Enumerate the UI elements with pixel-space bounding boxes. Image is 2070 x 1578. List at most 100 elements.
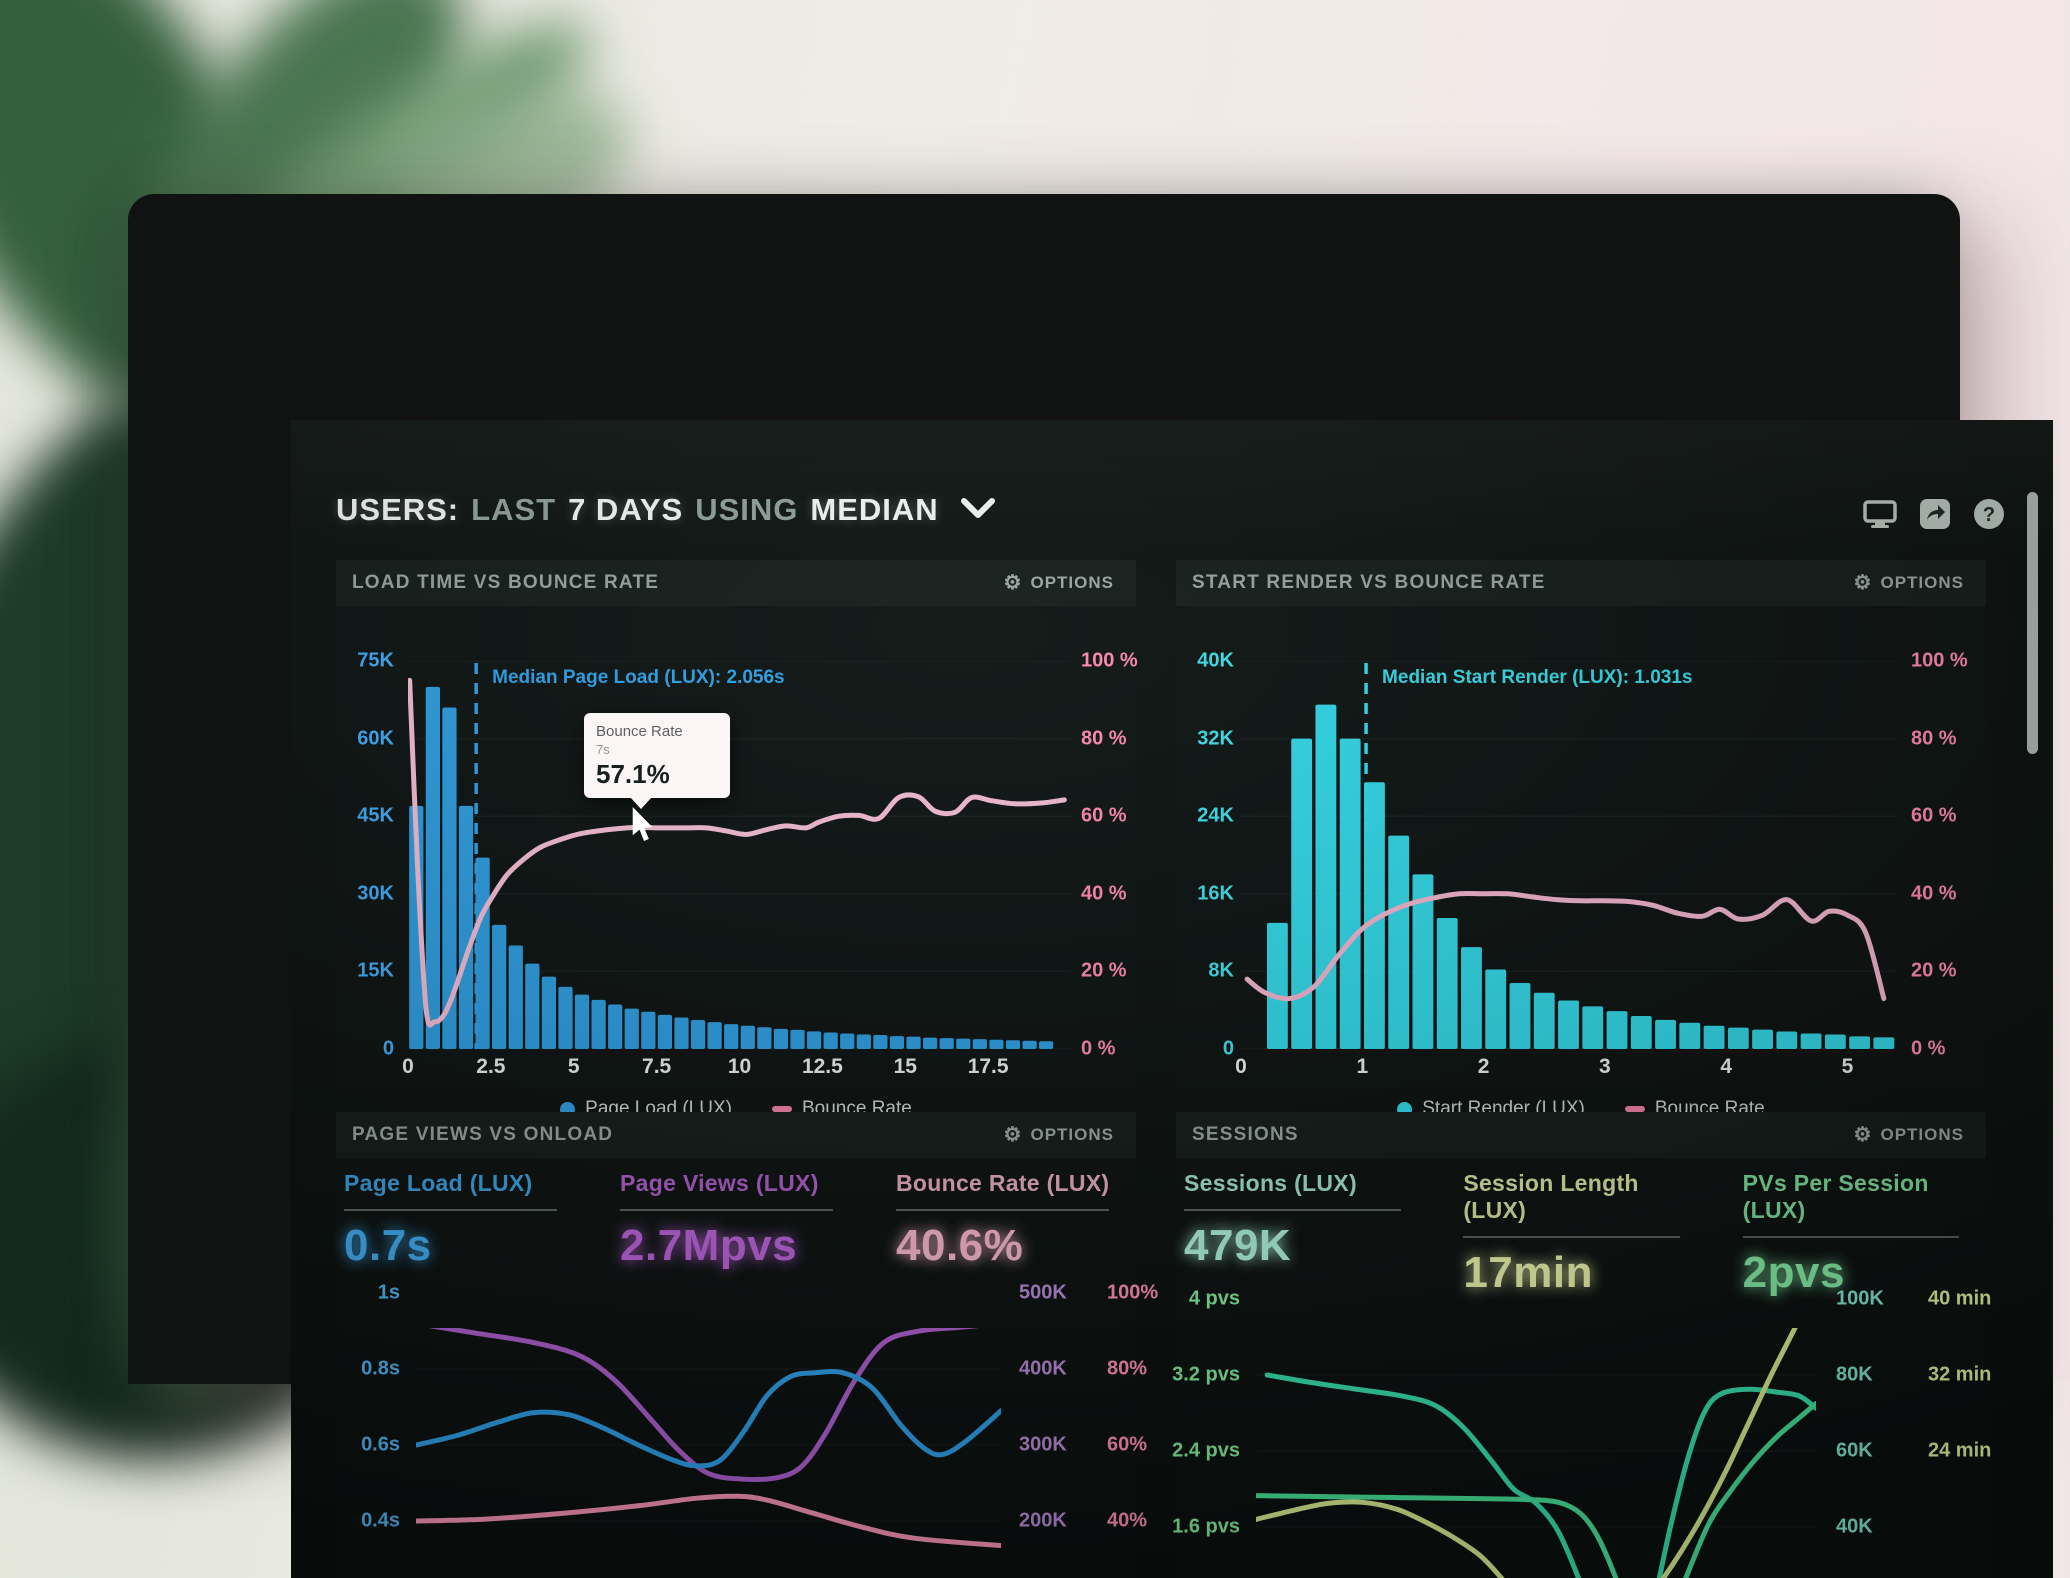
header-segment: LAST bbox=[471, 492, 557, 527]
median-annotation: Median Page Load (LUX): 2.056s bbox=[492, 667, 785, 688]
display-icon[interactable] bbox=[1863, 499, 1897, 532]
options-button[interactable]: ⚙ OPTIONS bbox=[1848, 572, 1970, 594]
y-tick-label: 0 bbox=[382, 1037, 394, 1060]
header-segment: USERS: bbox=[336, 492, 460, 527]
metric-card: Session Length (LUX) 17min bbox=[1463, 1170, 1698, 1298]
y-tick-label: 40 % bbox=[1081, 882, 1127, 905]
x-tick-label: 2 bbox=[1477, 1055, 1490, 1078]
laptop-bezel: USERS: LAST 7 DAYS USING MEDIAN ? LOAD TIME … bbox=[128, 194, 2053, 1578]
y-tick-label: 40% bbox=[1107, 1509, 1148, 1532]
y-tick-label: 80 % bbox=[1081, 727, 1127, 750]
y-tick-label: 3.2 pvs bbox=[1172, 1363, 1240, 1386]
x-axis: 0 1 2 3 4 5 bbox=[1235, 1055, 1896, 1085]
chart-plot[interactable]: Median Start Render (LUX): 1.031s bbox=[1241, 661, 1896, 1049]
metric-card: PVs Per Session (LUX) 2pvs bbox=[1742, 1170, 1978, 1298]
sessions-chart: 4 pvs 3.2 pvs 2.4 pvs 1.6 pvs 100K 80K 60K 40K… bbox=[1172, 1158, 1991, 1578]
chart-plot[interactable] bbox=[416, 1328, 1001, 1578]
y-tick-label: 60 % bbox=[1081, 804, 1127, 827]
users-range-dropdown[interactable]: USERS: LAST 7 DAYS USING MEDIAN bbox=[336, 492, 995, 528]
metric-card: Bounce Rate (LUX) 40.6% bbox=[896, 1170, 1128, 1271]
svg-text:?: ? bbox=[1983, 504, 1995, 526]
metric-cards: Page Load (LUX) 0.7s Page Views (LUX) 2.7Mp… bbox=[344, 1170, 1128, 1271]
x-tick-label: 3 bbox=[1599, 1055, 1611, 1078]
options-button[interactable]: ⚙ OPTIONS bbox=[1848, 1124, 1970, 1146]
x-axis: 0 2.5 5 7.5 10 12.5 15 17.5 bbox=[402, 1055, 1071, 1085]
metric-label: Session Length (LUX) bbox=[1463, 1170, 1639, 1223]
scrollbar[interactable] bbox=[2027, 492, 2038, 754]
options-label: OPTIONS bbox=[1030, 573, 1114, 592]
x-tick-label: 0 bbox=[1235, 1055, 1247, 1078]
y-axis-right: 100K 80K 60K 40K 40 min 32 min 24 min bbox=[1836, 1288, 2026, 1578]
y-tick-label: 2.4 pvs bbox=[1172, 1439, 1240, 1462]
y-tick-label: 60K bbox=[357, 727, 394, 750]
y-tick-label: 100 % bbox=[1911, 649, 1968, 672]
y-tick-label: 60K bbox=[1836, 1439, 1873, 1462]
x-tick-label: 15 bbox=[893, 1055, 917, 1078]
x-tick-label: 5 bbox=[567, 1055, 580, 1078]
cursor-pointer bbox=[632, 807, 653, 841]
start-render-chart: 40K 32K 24K 16K 8K 0 Median Start Render (LUX… bbox=[1176, 606, 1986, 1120]
y-axis-right: 100 % 80 % 60 % 40 % 20 % 0 % bbox=[1911, 650, 2041, 1060]
options-button[interactable]: ⚙ OPTIONS bbox=[998, 1124, 1120, 1146]
options-button[interactable]: ⚙ OPTIONS bbox=[998, 572, 1120, 594]
median-annotation: Median Start Render (LUX): 1.031s bbox=[1382, 667, 1693, 688]
panel-title: PAGE VIEWS VS ONLOAD bbox=[352, 1124, 614, 1145]
y-tick-label: 1s bbox=[377, 1281, 400, 1304]
chart-plot[interactable]: Bounce Rate 7s 57.1% Median Page Load (L… bbox=[408, 661, 1071, 1049]
y-tick-label: 300K bbox=[1019, 1433, 1067, 1456]
y-tick-label: 0 bbox=[1222, 1037, 1234, 1060]
panel-page-views-vs-onload: PAGE VIEWS VS ONLOAD ⚙ OPTIONS Page Load… bbox=[336, 1112, 1158, 1578]
y-tick-label: 30K bbox=[357, 882, 394, 905]
y-tick-label: 40 min bbox=[1928, 1287, 1992, 1310]
panel-header: SESSIONS ⚙ OPTIONS bbox=[1176, 1112, 1986, 1158]
panel-load-time-vs-bounce-rate: LOAD TIME VS BOUNCE RATE ⚙ OPTIONS 75K 60… bbox=[336, 560, 1138, 1119]
y-tick-label: 0 % bbox=[1911, 1037, 1946, 1060]
y-tick-label: 75K bbox=[357, 649, 394, 672]
y-tick-label: 60 % bbox=[1911, 804, 1957, 827]
help-icon[interactable]: ? bbox=[1973, 498, 2005, 533]
panel-header: LOAD TIME VS BOUNCE RATE ⚙ OPTIONS bbox=[336, 560, 1136, 606]
y-tick-label: 80K bbox=[1836, 1363, 1873, 1386]
gear-icon: ⚙ bbox=[1853, 1124, 1873, 1146]
dashboard-screen: USERS: LAST 7 DAYS USING MEDIAN ? LOAD TIME … bbox=[291, 420, 2053, 1578]
tooltip-x-value: 7s bbox=[596, 742, 610, 757]
y-axis-left: 4 pvs 3.2 pvs 2.4 pvs 1.6 pvs bbox=[1172, 1288, 1240, 1578]
x-tick-label: 12.5 bbox=[801, 1055, 843, 1078]
dashboard-header: USERS: LAST 7 DAYS USING MEDIAN bbox=[336, 482, 995, 538]
metric-value: 2pvs bbox=[1742, 1248, 1845, 1297]
y-axis-left: 1s 0.8s 0.6s 0.4s bbox=[336, 1282, 400, 1578]
panel-sessions: SESSIONS ⚙ OPTIONS Sessions (LUX) 479K Ses… bbox=[1172, 1112, 1991, 1578]
y-tick-label: 15K bbox=[357, 959, 394, 982]
share-icon[interactable] bbox=[1919, 498, 1951, 533]
y-tick-label: 40K bbox=[1197, 649, 1234, 672]
chart-plot[interactable] bbox=[1256, 1328, 1816, 1578]
x-tick-label: 5 bbox=[1841, 1055, 1854, 1078]
panel-header: START RENDER VS BOUNCE RATE ⚙ OPTIONS bbox=[1176, 560, 1986, 606]
panel-start-render-vs-bounce-rate: START RENDER VS BOUNCE RATE ⚙ OPTIONS 40… bbox=[1176, 560, 1986, 1120]
y-tick-label: 4 pvs bbox=[1188, 1287, 1240, 1310]
y-tick-label: 0.4s bbox=[361, 1509, 400, 1532]
y-tick-label: 0.8s bbox=[361, 1357, 400, 1380]
y-tick-label: 80 % bbox=[1911, 727, 1957, 750]
gear-icon: ⚙ bbox=[1853, 572, 1873, 594]
page-views-chart: 1s 0.8s 0.6s 0.4s 500K 400K 300K 200K 100% 80% 60… bbox=[336, 1158, 1158, 1578]
metric-label: Bounce Rate (LUX) bbox=[896, 1170, 1110, 1196]
header-segment: 7 DAYS bbox=[568, 492, 684, 527]
x-tick-label: 1 bbox=[1356, 1055, 1369, 1078]
metric-label: Sessions (LUX) bbox=[1184, 1170, 1357, 1196]
panel-header: PAGE VIEWS VS ONLOAD ⚙ OPTIONS bbox=[336, 1112, 1136, 1158]
chevron-down-icon bbox=[960, 492, 995, 528]
tooltip-series: Bounce Rate bbox=[596, 723, 683, 740]
metric-value: 40.6% bbox=[896, 1221, 1024, 1270]
panel-title: START RENDER VS BOUNCE RATE bbox=[1192, 572, 1546, 593]
legend-line-swatch bbox=[771, 1106, 792, 1112]
tooltip: Bounce Rate 7s 57.1% bbox=[584, 713, 730, 809]
y-tick-label: 20 % bbox=[1911, 959, 1957, 982]
x-tick-label: 0 bbox=[402, 1055, 414, 1078]
metric-value: 17min bbox=[1463, 1248, 1593, 1297]
y-axis-left: 40K 32K 24K 16K 8K 0 bbox=[1182, 650, 1234, 1060]
y-tick-label: 1.6 pvs bbox=[1172, 1515, 1240, 1538]
options-label: OPTIONS bbox=[1880, 1125, 1964, 1144]
panel-title: SESSIONS bbox=[1192, 1124, 1299, 1145]
y-tick-label: 0.6s bbox=[361, 1433, 400, 1456]
